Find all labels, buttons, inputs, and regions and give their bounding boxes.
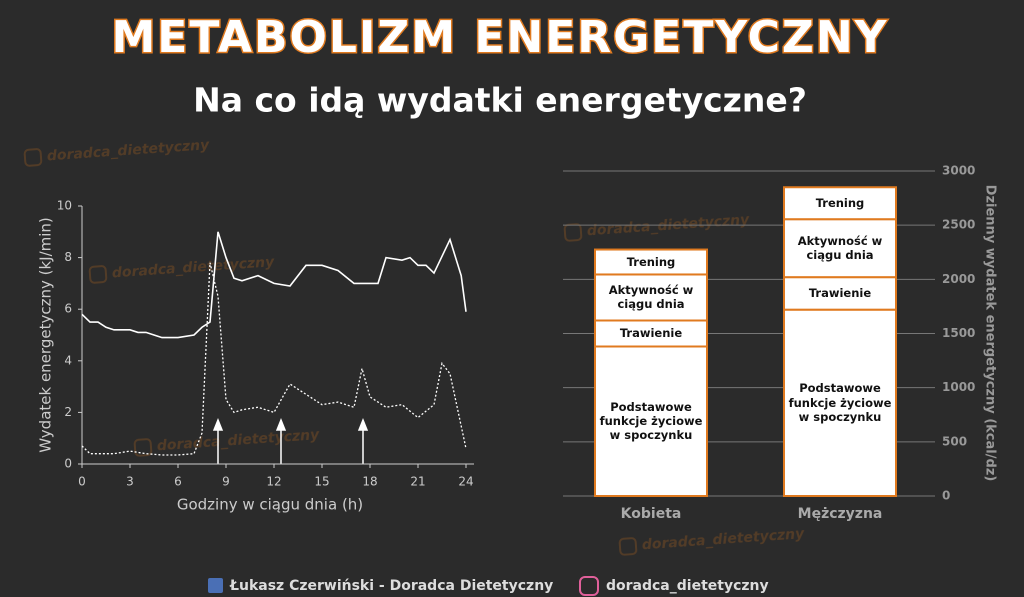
x-tick-label: 9 bbox=[222, 475, 230, 489]
y-tick-label: 4 bbox=[64, 353, 72, 367]
x-tick-label: Kobieta bbox=[621, 506, 682, 522]
x-tick-label: 18 bbox=[362, 475, 377, 489]
segment-label-box: Aktywność w ciągu dnia bbox=[608, 283, 694, 312]
facebook-icon bbox=[208, 578, 223, 593]
footer-author: Łukasz Czerwiński - Doradca Dietetyczny bbox=[229, 578, 553, 594]
bar-segment bbox=[783, 218, 897, 279]
watermark-icon bbox=[563, 223, 583, 242]
y-tick-label: 500 bbox=[942, 434, 967, 448]
y-tick-label: 10 bbox=[57, 199, 72, 213]
stacked-bar-chart: 0 500 1000 1500 2000 2500 3000 Dzienny wydatek … bbox=[563, 164, 998, 522]
x-tick-label: 15 bbox=[314, 475, 329, 489]
y-tick-label: 0 bbox=[942, 489, 950, 503]
y-tick-label: 1500 bbox=[942, 326, 975, 340]
arrow-head bbox=[357, 417, 369, 431]
watermark-icon bbox=[23, 148, 43, 167]
subtitle: Na co idą wydatki energetyczne? bbox=[193, 81, 807, 120]
segment-label: Podstawowe funkcje życiowe w spoczynku bbox=[599, 399, 703, 443]
segment-label-box: Aktywność w ciągu dnia bbox=[797, 233, 883, 263]
bar-segment bbox=[783, 308, 897, 497]
meal-arrows bbox=[212, 417, 369, 464]
x-tick-label: 21 bbox=[410, 475, 425, 489]
watermark-icon bbox=[618, 537, 638, 556]
line-series bbox=[81, 231, 467, 339]
bar-segment bbox=[783, 186, 897, 221]
segment-label: Aktywność w ciągu dnia bbox=[797, 233, 883, 263]
x-tick-label: 0 bbox=[78, 475, 86, 489]
footer-instagram: doradca_dietetyczny bbox=[606, 578, 769, 594]
segment-label-box: Trawienie bbox=[808, 286, 872, 301]
segment-label: Podstawowe funkcje życiowe w spoczynku bbox=[788, 381, 892, 424]
arrow-head bbox=[275, 417, 287, 431]
segment-label: Trening bbox=[815, 196, 865, 211]
y-tick-label: 2500 bbox=[942, 218, 975, 232]
bar-segment bbox=[783, 276, 897, 311]
x-tick-label: Mężczyzna bbox=[798, 506, 883, 522]
segment-label: Aktywność w ciągu dnia bbox=[608, 283, 694, 312]
x-tick-label: 12 bbox=[266, 475, 281, 489]
watermark-icon bbox=[133, 438, 153, 457]
x-tick-label: 6 bbox=[174, 475, 182, 489]
segment-label-box: Trening bbox=[815, 196, 865, 211]
watermark-icon bbox=[88, 265, 108, 284]
segment-label-box: Podstawowe funkcje życiowe w spoczynku bbox=[599, 399, 703, 443]
title: METABOLIZM ENERGETYCZNY bbox=[111, 12, 888, 63]
x-axis-label: Godziny w ciągu dnia (h) bbox=[177, 496, 363, 514]
y-tick-label: 1000 bbox=[942, 380, 975, 394]
x-tick-label: 24 bbox=[458, 475, 473, 489]
bar-segment bbox=[594, 248, 708, 276]
segment-label: Trening bbox=[626, 254, 676, 269]
footer: Łukasz Czerwiński - Doradca Dietetyczny … bbox=[208, 576, 769, 596]
y-axis-label: Wydatek energetyczny (kJ/min) bbox=[37, 217, 55, 453]
segment-label-box: Podstawowe funkcje życiowe w spoczynku bbox=[788, 381, 892, 424]
instagram-icon bbox=[579, 576, 599, 596]
segment-label-box: Trening bbox=[626, 254, 676, 269]
y-tick-label: 8 bbox=[64, 250, 72, 264]
bar-segment bbox=[594, 345, 708, 497]
bar-segment bbox=[594, 319, 708, 348]
x-tick-label: 3 bbox=[126, 475, 134, 489]
arrow-head bbox=[212, 417, 224, 431]
segment-label-box: Trawienie bbox=[619, 326, 683, 341]
y-tick-label: 2000 bbox=[942, 272, 975, 286]
bar-segment bbox=[594, 273, 708, 322]
y-axis-label: Dzienny wydatek energetyczny (kcal/dz) bbox=[983, 185, 998, 482]
y-tick-label: 3000 bbox=[942, 164, 975, 178]
y-tick-label: 2 bbox=[64, 405, 72, 419]
segment-label: Trawienie bbox=[808, 286, 872, 301]
y-tick-label: 6 bbox=[64, 302, 72, 316]
segment-label: Trawienie bbox=[619, 326, 683, 341]
y-tick-label: 0 bbox=[64, 457, 72, 471]
